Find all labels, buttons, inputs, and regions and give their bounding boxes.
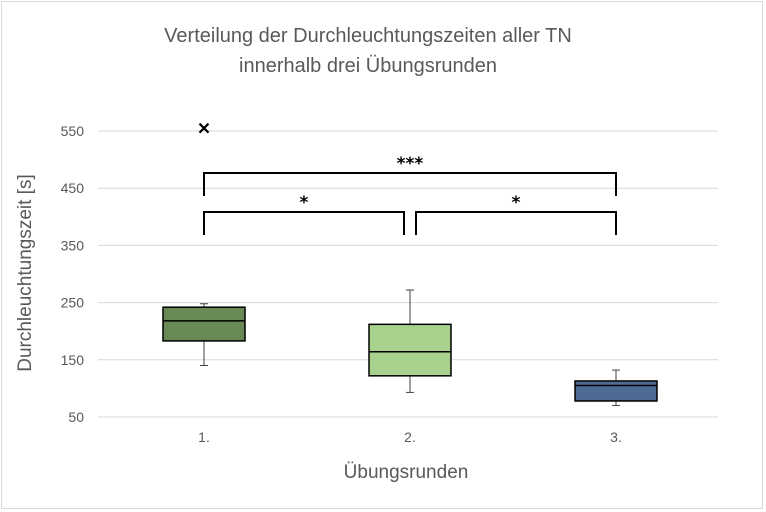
y-tick-label: 350	[61, 237, 85, 253]
x-tick-label: 2.	[404, 429, 416, 445]
y-tick-label: 150	[61, 352, 85, 368]
gridlines	[98, 130, 718, 418]
box	[368, 323, 452, 377]
box-group	[162, 122, 246, 367]
outlier-stroke	[198, 122, 210, 134]
box-group	[368, 289, 452, 393]
significance-bracket	[203, 211, 405, 235]
y-axis-label: Durchleuchtungszeit [s]	[15, 174, 36, 372]
y-tick-label: 450	[61, 180, 85, 196]
significance-bracket	[203, 172, 617, 196]
box	[162, 306, 246, 342]
outlier-marker	[198, 122, 210, 134]
x-tick-label: 3.	[610, 429, 622, 445]
y-tick-label: 50	[68, 409, 84, 425]
significance-label: *	[512, 193, 521, 213]
y-tick-labels: 50 150 250 350 450 550	[61, 123, 85, 425]
box	[574, 380, 658, 402]
significance-label: *	[300, 193, 309, 213]
significance-brackets: **** *	[203, 154, 617, 235]
y-tick-label: 250	[61, 295, 85, 311]
y-tick-label: 550	[61, 123, 85, 139]
chart-title-line-1: Verteilung der Durchleuchtungszeiten all…	[164, 25, 572, 47]
box-group	[574, 369, 658, 407]
x-tick-label: 1.	[198, 429, 210, 445]
chart-title-line-2: innerhalb drei Übungsrunden	[239, 55, 497, 77]
boxes	[162, 122, 658, 407]
x-tick-labels: 1. 2. 3.	[198, 429, 622, 445]
significance-label: ***	[397, 154, 424, 174]
x-axis-label: Übungsrunden	[344, 462, 469, 483]
significance-bracket	[415, 211, 617, 235]
